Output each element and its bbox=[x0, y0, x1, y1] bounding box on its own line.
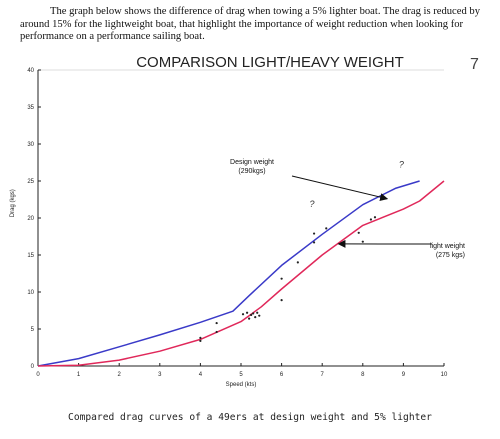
data-point bbox=[241, 313, 245, 316]
data-point bbox=[256, 311, 259, 314]
page-number: 7 bbox=[470, 56, 479, 73]
series-layer bbox=[37, 180, 445, 367]
x-tick-label: 7 bbox=[321, 372, 325, 378]
y-tick-label: 20 bbox=[27, 216, 34, 222]
x-tick-label: 0 bbox=[36, 372, 40, 378]
series-line-light-weight bbox=[37, 180, 445, 367]
data-point bbox=[296, 261, 299, 264]
data-point bbox=[312, 232, 316, 235]
data-point bbox=[252, 312, 255, 315]
y-tick-label: 35 bbox=[27, 105, 34, 111]
x-tick-label: 1 bbox=[77, 372, 81, 378]
data-point bbox=[248, 317, 251, 320]
x-tick-label: 3 bbox=[158, 372, 162, 378]
y-tick-label: 25 bbox=[27, 179, 34, 185]
data-point bbox=[199, 339, 202, 342]
annotation-label: (275 kgs) bbox=[436, 252, 465, 259]
data-point bbox=[258, 314, 261, 317]
drag-comparison-chart: COMPARISON LIGHT/HEAVY WEIGHT 7 0 1 2 3 4 5 6 7… bbox=[10, 54, 479, 388]
chart-title: COMPARISON LIGHT/HEAVY WEIGHT bbox=[136, 54, 404, 71]
data-point bbox=[312, 241, 316, 244]
x-tick-label: 9 bbox=[402, 372, 406, 378]
series-line-design-weight bbox=[37, 180, 420, 367]
y-tick-label: 0 bbox=[31, 364, 35, 370]
handwritten-mark: ? bbox=[310, 199, 315, 209]
data-point bbox=[215, 321, 218, 325]
data-point bbox=[361, 240, 364, 243]
y-tick-label: 15 bbox=[27, 253, 34, 259]
annotation-label: (290kgs) bbox=[238, 168, 265, 175]
data-point bbox=[250, 313, 253, 317]
annotations: Design weight (290kgs) light weight (275 kg… bbox=[230, 159, 465, 259]
data-point bbox=[254, 316, 257, 319]
y-tick-label: 5 bbox=[31, 327, 35, 333]
data-point bbox=[215, 330, 218, 334]
data-point bbox=[369, 218, 373, 221]
x-tick-label: 10 bbox=[441, 372, 448, 378]
y-tick-label: 10 bbox=[27, 290, 34, 296]
x-tick-label: 8 bbox=[361, 372, 365, 378]
x-tick-label: 6 bbox=[280, 372, 284, 378]
data-point bbox=[373, 216, 377, 219]
x-tick-label: 5 bbox=[239, 372, 243, 378]
data-point bbox=[357, 231, 360, 234]
figure-caption: Compared drag curves of a 49ers at desig… bbox=[68, 412, 432, 423]
data-point bbox=[280, 299, 283, 302]
x-tick-label: 2 bbox=[118, 372, 122, 378]
data-point bbox=[280, 277, 283, 280]
data-point bbox=[325, 227, 328, 230]
x-tick-label: 4 bbox=[199, 372, 203, 378]
y-tick-label: 30 bbox=[27, 142, 34, 148]
intro-paragraph: The graph below shows the difference of … bbox=[20, 6, 480, 43]
y-tick-label: 40 bbox=[27, 68, 34, 74]
data-point bbox=[245, 311, 249, 314]
data-point bbox=[199, 336, 202, 339]
data-points bbox=[199, 216, 377, 342]
annotation-arrow bbox=[291, 175, 389, 202]
handwritten-mark: ? bbox=[399, 160, 404, 170]
axes: 0 1 2 3 4 5 6 7 8 9 10 0 5 10 15 20 25 30 35 40 Speed (kts) D… bbox=[10, 68, 448, 388]
y-axis-label: Drag (kgs) bbox=[10, 189, 16, 217]
annotation-label: light weight bbox=[430, 243, 465, 250]
x-axis-label: Speed (kts) bbox=[226, 382, 257, 388]
annotation-label: Design weight bbox=[230, 159, 274, 166]
